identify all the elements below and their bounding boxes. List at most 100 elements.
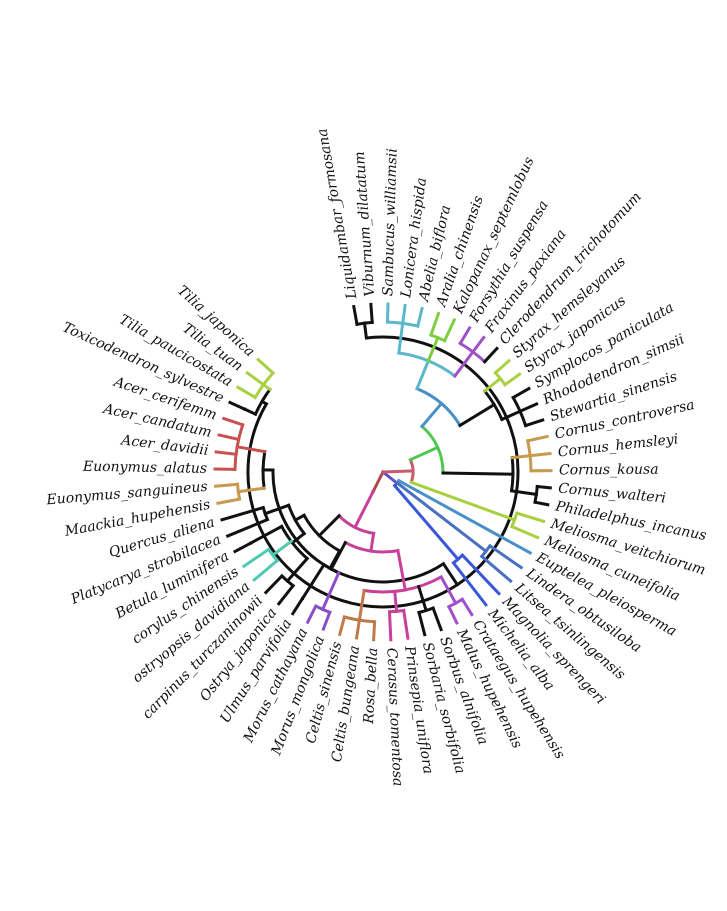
clade-arc bbox=[302, 513, 342, 553]
clade-arc bbox=[336, 513, 376, 536]
internal-branch bbox=[452, 349, 475, 379]
internal-branch bbox=[329, 540, 348, 572]
tip-branch bbox=[431, 606, 444, 632]
internal-branch bbox=[499, 409, 523, 422]
tip-branch bbox=[216, 497, 242, 505]
clade-arc bbox=[387, 608, 406, 614]
clade-arc bbox=[533, 484, 539, 504]
tip-branch bbox=[241, 547, 271, 569]
tip-branch bbox=[401, 608, 410, 640]
clade-arc bbox=[246, 335, 520, 609]
tip-branch bbox=[369, 302, 374, 325]
tip-branch bbox=[256, 357, 276, 376]
tip-branch bbox=[417, 610, 427, 637]
tip-label: Euonymus_alatus bbox=[82, 459, 207, 477]
tip-branch bbox=[509, 524, 540, 540]
tip-branch bbox=[321, 610, 332, 632]
internal-branch bbox=[482, 376, 503, 394]
internal-branch bbox=[293, 513, 307, 523]
internal-branch bbox=[439, 574, 458, 606]
internal-branch bbox=[441, 471, 515, 476]
internal-branch bbox=[380, 469, 400, 486]
tip-branch bbox=[415, 306, 424, 328]
internal-branch bbox=[236, 486, 266, 494]
internal-branch bbox=[397, 321, 405, 355]
tip-branch bbox=[228, 400, 247, 412]
internal-branch bbox=[270, 539, 294, 558]
tip-branch bbox=[213, 482, 240, 488]
tip-branch bbox=[535, 484, 552, 490]
internal-branch bbox=[352, 489, 376, 530]
tip-branch bbox=[533, 500, 550, 507]
internal-branch bbox=[371, 469, 386, 494]
clade-arc bbox=[286, 503, 307, 536]
clade-arc bbox=[233, 422, 245, 471]
tip-branch bbox=[518, 402, 539, 414]
tip-branch bbox=[442, 317, 457, 343]
tip-branch bbox=[460, 597, 474, 617]
internal-branch bbox=[509, 489, 539, 497]
internal-branch bbox=[426, 335, 440, 363]
tip-branch bbox=[525, 434, 549, 443]
internal-branch bbox=[300, 562, 326, 601]
tip-branch bbox=[232, 540, 253, 554]
clade-arc bbox=[415, 386, 463, 428]
tip-branch bbox=[458, 325, 472, 346]
internal-branch bbox=[409, 480, 517, 522]
tip-branch bbox=[416, 489, 533, 555]
tip-label: Cornus_kousa bbox=[559, 462, 659, 479]
internal-branch bbox=[285, 556, 310, 584]
clade-arc bbox=[343, 540, 400, 554]
internal-branch bbox=[415, 358, 431, 391]
tip-branch bbox=[337, 615, 347, 637]
internal-branch bbox=[457, 402, 497, 428]
tip-branch bbox=[276, 583, 296, 606]
internal-branch bbox=[248, 524, 284, 546]
tip-branch bbox=[252, 558, 280, 583]
internal-branch bbox=[396, 478, 421, 494]
tip-branch bbox=[235, 385, 258, 400]
tip-branch bbox=[305, 604, 318, 625]
tip-branch bbox=[479, 554, 513, 584]
tip-branch bbox=[372, 620, 377, 642]
tip-branch bbox=[290, 596, 305, 616]
tip-branch bbox=[460, 553, 502, 596]
internal-branch bbox=[263, 503, 291, 516]
internal-branch bbox=[510, 454, 532, 460]
internal-branch bbox=[393, 589, 399, 613]
clade-arc bbox=[362, 574, 444, 594]
internal-branch bbox=[242, 407, 258, 417]
tip-branch bbox=[225, 517, 270, 538]
clade-arc bbox=[509, 456, 515, 493]
internal-branch bbox=[441, 561, 460, 587]
clade-arc bbox=[419, 424, 445, 475]
internal-branch bbox=[320, 570, 341, 612]
internal-branch bbox=[395, 480, 489, 554]
tip-branch bbox=[214, 450, 238, 456]
tip-branch bbox=[451, 560, 489, 607]
tip-label: Rosa_bella bbox=[361, 647, 381, 725]
tip-branch bbox=[401, 303, 407, 325]
clade-arc bbox=[261, 449, 267, 490]
tip-branch bbox=[446, 604, 459, 625]
tip-branch bbox=[514, 511, 546, 524]
tip-branch bbox=[217, 433, 241, 442]
tip-label: Sambucus_williamsii bbox=[380, 148, 400, 296]
tip-branch bbox=[387, 610, 393, 642]
tip-branch bbox=[487, 543, 524, 570]
tip-branch bbox=[428, 311, 441, 338]
internal-branch bbox=[381, 469, 415, 474]
tip-label: Cerasus_tomentosa bbox=[383, 647, 405, 786]
tip-branch bbox=[502, 372, 522, 387]
internal-branch bbox=[290, 531, 307, 545]
tip-branch bbox=[528, 451, 552, 458]
tip-branch bbox=[352, 304, 359, 327]
clade-arc bbox=[235, 482, 242, 501]
clade-arc bbox=[355, 320, 374, 327]
tip-branch bbox=[523, 418, 545, 428]
tip-branch bbox=[354, 618, 362, 640]
tip-branch bbox=[511, 386, 531, 400]
tip-branch bbox=[493, 358, 512, 375]
internal-branch bbox=[369, 531, 376, 553]
